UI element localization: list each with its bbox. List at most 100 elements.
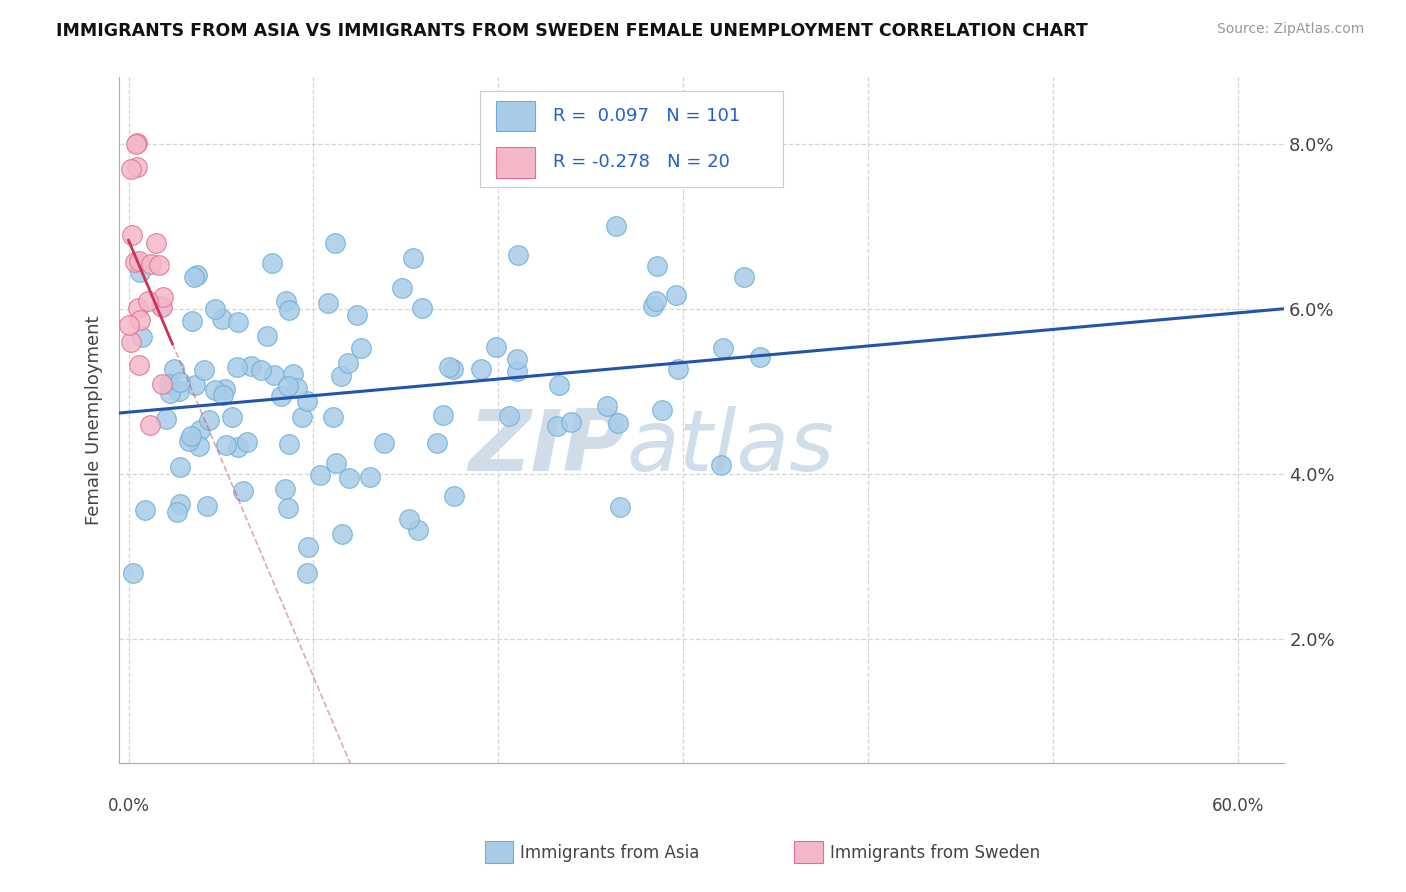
Point: [250, 362, 273, 376]
Point: [295, 566, 318, 581]
Point: [183, 270, 205, 285]
Point: [152, 290, 174, 304]
Point: [325, 456, 347, 470]
Point: [498, 409, 520, 423]
Point: [426, 436, 449, 450]
Text: IMMIGRANTS FROM ASIA VS IMMIGRANTS FROM SWEDEN FEMALE UNEMPLOYMENT CORRELATION C: IMMIGRANTS FROM ASIA VS IMMIGRANTS FROM …: [56, 22, 1088, 40]
Point: [506, 364, 529, 378]
Point: [128, 253, 150, 268]
Point: [278, 303, 301, 318]
Point: [183, 378, 205, 392]
Point: [232, 483, 254, 498]
Point: [733, 269, 755, 284]
Point: [186, 268, 208, 283]
Point: [274, 483, 297, 497]
Point: [406, 523, 429, 537]
Point: [666, 361, 689, 376]
Point: [121, 227, 143, 242]
Point: [225, 359, 247, 374]
Point: [139, 257, 162, 271]
Point: [211, 388, 233, 402]
Point: [138, 418, 160, 433]
Point: [129, 312, 152, 326]
Point: [145, 235, 167, 250]
Point: [226, 315, 249, 329]
Point: [197, 412, 219, 426]
Point: [136, 293, 159, 308]
Point: [398, 512, 420, 526]
Point: [350, 341, 373, 355]
Point: [470, 361, 492, 376]
Point: [277, 436, 299, 450]
Point: [402, 251, 425, 265]
Point: [124, 255, 146, 269]
Point: [295, 393, 318, 408]
Point: [506, 351, 529, 366]
Point: [391, 280, 413, 294]
Point: [263, 368, 285, 382]
Point: [609, 500, 631, 514]
Point: [169, 375, 191, 389]
Point: [281, 367, 304, 381]
Point: [337, 356, 360, 370]
Point: [645, 260, 668, 274]
Point: [441, 361, 464, 376]
Point: [155, 412, 177, 426]
Point: [157, 377, 180, 392]
Point: [285, 381, 308, 395]
Text: ZIP: ZIP: [468, 407, 626, 490]
Point: [181, 314, 204, 328]
Point: [276, 293, 298, 308]
Point: [330, 369, 353, 384]
Point: [277, 501, 299, 516]
Point: [121, 334, 143, 349]
Point: [152, 301, 174, 315]
Point: [297, 540, 319, 554]
Point: [166, 505, 188, 519]
Point: [432, 408, 454, 422]
Point: [179, 434, 201, 448]
Point: [651, 403, 673, 417]
Text: Immigrants from Sweden: Immigrants from Sweden: [830, 844, 1039, 862]
Point: [437, 359, 460, 374]
Text: 60.0%: 60.0%: [1212, 797, 1264, 814]
Point: [291, 410, 314, 425]
Point: [411, 301, 433, 315]
Point: [214, 383, 236, 397]
Point: [322, 410, 344, 425]
Point: [748, 350, 770, 364]
Point: [150, 299, 173, 313]
Point: [134, 503, 156, 517]
Point: [169, 460, 191, 475]
Point: [118, 318, 141, 333]
Point: [204, 301, 226, 316]
Point: [125, 136, 148, 150]
Point: [239, 359, 262, 373]
Point: [359, 470, 381, 484]
Point: [148, 258, 170, 272]
Point: [150, 376, 173, 391]
Point: [169, 497, 191, 511]
Point: [596, 399, 619, 413]
Point: [665, 288, 688, 302]
Point: [204, 383, 226, 397]
Point: [270, 388, 292, 402]
Text: 0.0%: 0.0%: [108, 797, 149, 814]
Point: [120, 162, 142, 177]
Point: [560, 416, 582, 430]
Point: [485, 339, 508, 353]
Point: [256, 329, 278, 343]
Point: [373, 435, 395, 450]
Point: [195, 499, 218, 513]
Point: [128, 358, 150, 372]
Point: [443, 489, 465, 503]
Point: [309, 467, 332, 482]
Point: [260, 256, 283, 270]
Point: [122, 566, 145, 581]
Text: Immigrants from Asia: Immigrants from Asia: [520, 844, 700, 862]
Point: [211, 312, 233, 326]
Point: [346, 308, 368, 322]
Point: [127, 301, 149, 316]
Point: [316, 295, 339, 310]
Y-axis label: Female Unemployment: Female Unemployment: [86, 316, 103, 525]
